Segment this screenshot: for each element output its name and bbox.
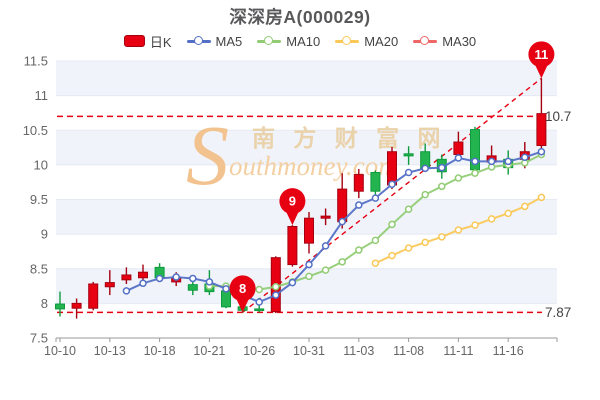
- trendline: [242, 77, 542, 313]
- x-axis-label: 10-13: [94, 344, 126, 358]
- y-axis-label: 10.5: [23, 123, 48, 138]
- candle-11-01: [320, 215, 331, 219]
- candle-10-12: [88, 283, 99, 309]
- legend-label-ma20: MA20: [364, 33, 399, 49]
- legend-item-ma5[interactable]: MA5: [186, 33, 243, 49]
- legend-item-ma30[interactable]: MA30: [413, 34, 476, 49]
- page-title: 深深房A(000029): [229, 7, 371, 27]
- candle-10-13: [104, 282, 115, 288]
- ma30-line-marker-icon: [413, 36, 438, 47]
- y-axis-label: 8: [41, 296, 48, 311]
- y-axis-label: 7.5: [30, 331, 48, 346]
- watermark-en-text: outhmoney.com: [229, 151, 398, 181]
- x-axis-label: 10-31: [293, 344, 325, 358]
- legend-label-ma30: MA30: [442, 33, 477, 49]
- x-axis-label: 10-10: [44, 344, 76, 358]
- y-axis-label: 8.5: [30, 261, 48, 276]
- svg-text:11: 11: [535, 47, 549, 62]
- candle-10-31: [304, 217, 314, 244]
- ma20-line-marker-icon: [335, 36, 360, 47]
- balloon-marker-9: 9: [279, 188, 306, 226]
- candle-10-17: [138, 271, 148, 279]
- candle-11-03: [353, 174, 364, 192]
- watermark-cn-text: 南 方 财 富 网: [252, 125, 447, 151]
- y-axis-label: 10: [34, 157, 48, 172]
- x-axis-label: 11-03: [343, 344, 374, 358]
- candle-10-14: [121, 274, 132, 281]
- x-axis-label: 11-08: [393, 344, 424, 358]
- balloon-marker-8: 8: [229, 275, 256, 313]
- candle-10-11: [71, 302, 82, 309]
- candle-10-10: [55, 303, 65, 310]
- x-axis: 10-10 10-13 10-18 10-21 10-26 10-31 11-03 11-08…: [44, 337, 558, 358]
- y-axis-label: 9: [41, 227, 48, 242]
- legend-item-ma10[interactable]: MA10: [257, 34, 320, 49]
- candle-10-20: [187, 284, 198, 291]
- ma5-line-marker-icon: [186, 36, 211, 47]
- legend-label-daily-k: 日K: [149, 34, 172, 50]
- y-axis-label: 11.5: [24, 54, 48, 69]
- y-axis-label: 11: [35, 88, 49, 103]
- candle-11-02: [337, 188, 348, 223]
- candle-10-28: [287, 226, 298, 266]
- svg-text:8: 8: [239, 281, 246, 296]
- balloon-marker-11: 11: [528, 41, 555, 79]
- x-axis-label: 10-26: [243, 344, 275, 358]
- daily-k-swatch-icon: [123, 35, 145, 47]
- reference-lines: 10.7 7.87: [57, 109, 571, 320]
- price-label-10.7: 10.7: [545, 109, 571, 124]
- ma20-line: [371, 193, 546, 267]
- x-axis-label: 11-16: [493, 344, 524, 358]
- chart-legend: 日K MA5 MA10 MA20 MA30: [0, 31, 600, 51]
- y-axis-label: 9.5: [30, 192, 48, 207]
- y-axis: 11.5 11 10.5 10 9.5 9 8.5 8 7.5: [23, 54, 48, 346]
- balloon-markers: 8 9 11: [229, 41, 555, 313]
- x-axis-label: 10-21: [193, 344, 225, 358]
- candle-11-04: [370, 171, 381, 192]
- candle-11-08: [403, 153, 414, 157]
- candle-11-11: [453, 141, 464, 155]
- svg-text:9: 9: [289, 194, 296, 209]
- legend-item-ma20[interactable]: MA20: [335, 34, 398, 49]
- legend-label-ma10: MA10: [286, 33, 321, 49]
- legend-item-daily-k[interactable]: 日K: [123, 32, 172, 51]
- x-axis-label: 10-18: [144, 344, 176, 358]
- trendline-layer: [242, 77, 542, 313]
- ma10-line-marker-icon: [257, 36, 282, 47]
- candle-10-24: [221, 290, 231, 308]
- price-label-7.87: 7.87: [545, 305, 571, 320]
- candle-10-26: [254, 308, 265, 312]
- x-axis-label: 11-11: [443, 344, 473, 358]
- watermark-swoosh: S: [186, 107, 229, 203]
- candle-11-18: [536, 113, 547, 146]
- candle-11-07: [387, 151, 397, 186]
- legend-label-ma5: MA5: [215, 33, 243, 49]
